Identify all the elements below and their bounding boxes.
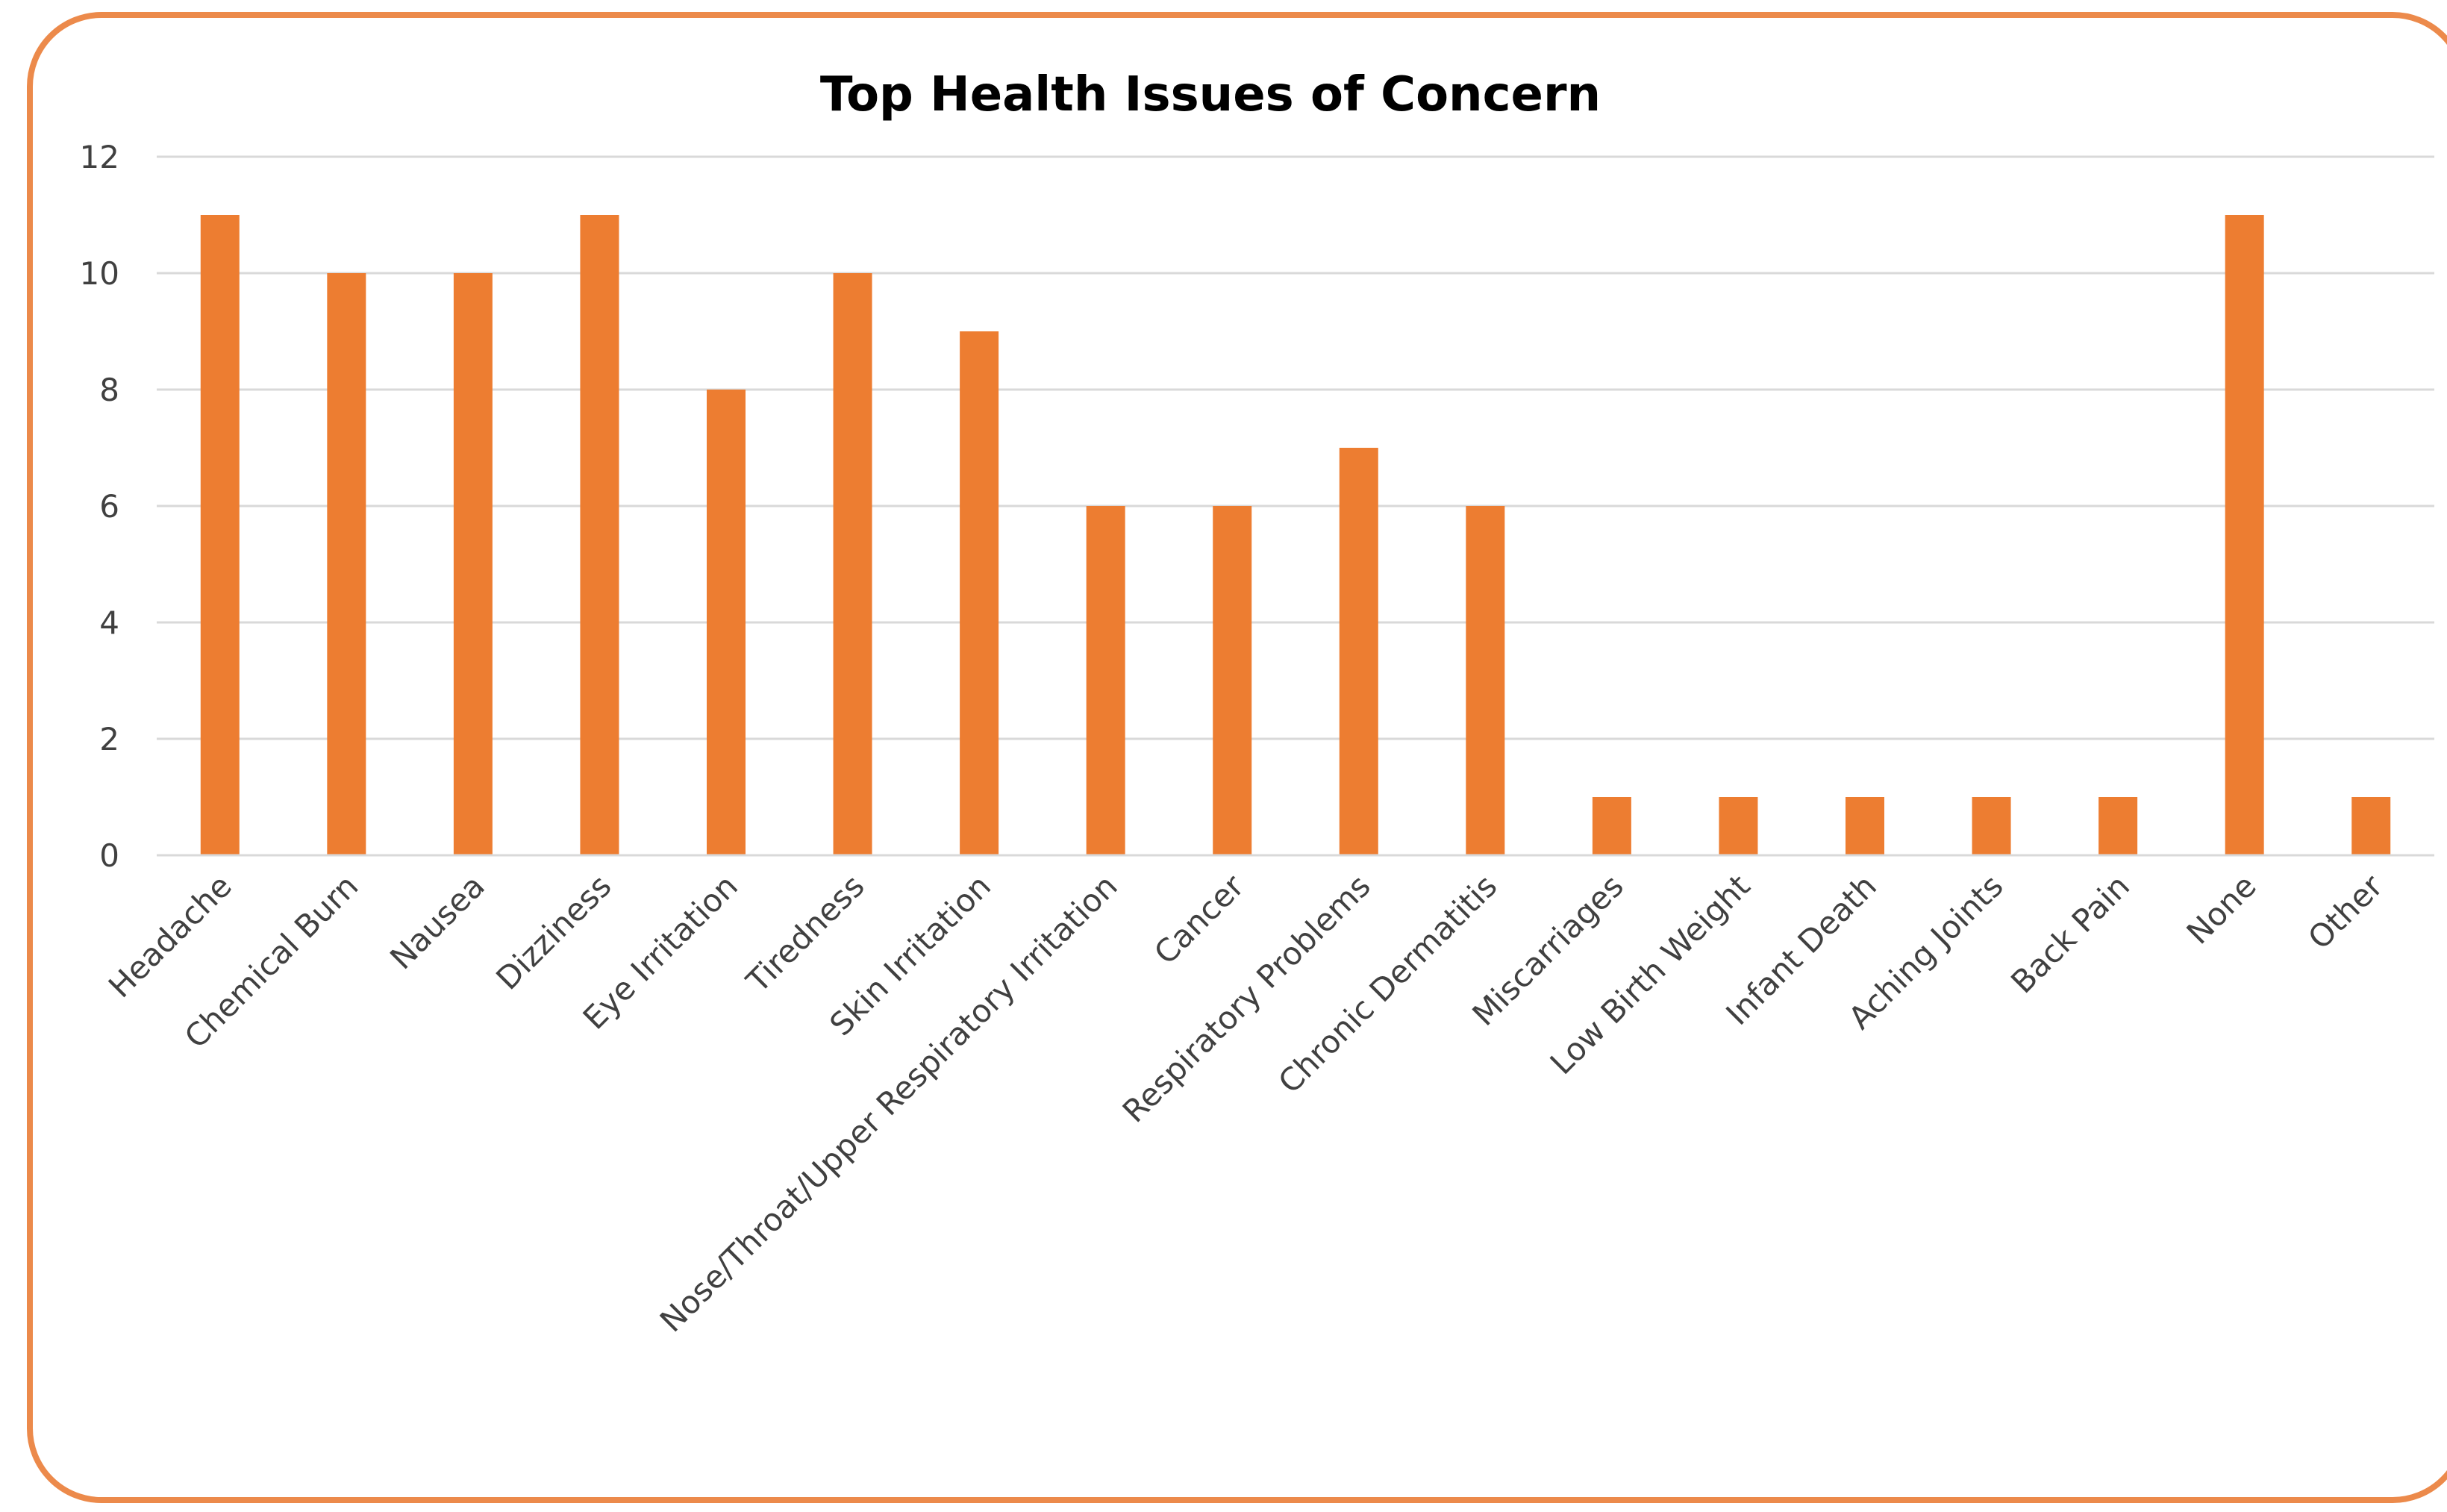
bar — [327, 273, 366, 855]
x-tick-label: Nausea — [383, 867, 492, 976]
x-tick-label: None — [2180, 867, 2263, 951]
y-axis-ticks: 0 2 4 6 8 10 12 — [80, 139, 119, 874]
x-tick-label: Chronic Dermatitis — [1271, 867, 1504, 1100]
bar — [1846, 797, 1884, 855]
bars — [200, 215, 2391, 855]
bar — [707, 390, 746, 855]
bar — [200, 215, 240, 855]
chart-title: Top Health Issues of Concern — [820, 67, 1601, 122]
y-tick-label: 6 — [99, 488, 119, 525]
x-tick-label: Headache — [101, 867, 239, 1005]
bar — [833, 273, 872, 855]
bar — [2225, 215, 2264, 855]
bar — [1719, 797, 1758, 855]
bar — [2351, 797, 2391, 855]
x-tick-label: Dizziness — [489, 867, 618, 996]
y-tick-label: 0 — [99, 837, 119, 874]
y-tick-label: 10 — [80, 255, 119, 292]
bar — [1466, 506, 1505, 855]
x-tick-label: Back Pain — [2004, 867, 2137, 1000]
bar — [1592, 797, 1631, 855]
bar — [580, 215, 619, 855]
x-tick-label: Respiratory Problems — [1116, 867, 1378, 1129]
bar — [1086, 506, 1125, 855]
bar — [2098, 797, 2138, 855]
bar — [1972, 797, 2011, 855]
y-tick-label: 4 — [99, 605, 119, 641]
bar — [453, 273, 493, 855]
x-tick-label: Cancer — [1147, 867, 1251, 972]
y-tick-label: 12 — [80, 139, 119, 175]
x-tick-label: Other — [2301, 867, 2390, 956]
y-tick-label: 8 — [99, 372, 119, 408]
bar — [1213, 506, 1252, 855]
y-tick-label: 2 — [99, 721, 119, 757]
bar — [1339, 448, 1378, 855]
bar — [960, 331, 999, 855]
x-tick-label: Nose/Throat/Upper Respiratory Irritation — [653, 867, 1125, 1339]
gridlines — [157, 155, 2434, 740]
x-tick-label: Tiredness — [739, 867, 872, 1000]
